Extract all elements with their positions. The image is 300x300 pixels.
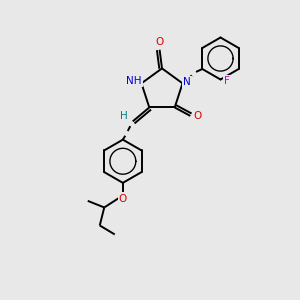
Text: O: O	[194, 111, 202, 121]
Text: O: O	[155, 37, 164, 47]
Text: F: F	[224, 76, 230, 86]
Text: O: O	[119, 194, 127, 204]
Text: N: N	[183, 77, 191, 87]
Text: NH: NH	[126, 76, 142, 86]
Text: H: H	[121, 111, 128, 121]
